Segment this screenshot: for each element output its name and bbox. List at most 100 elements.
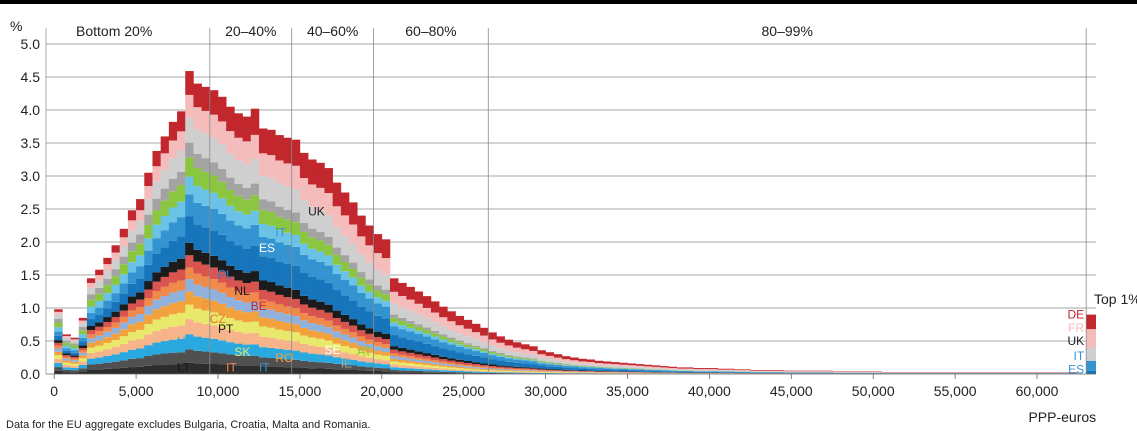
bar-hu xyxy=(308,354,316,362)
bar-ro xyxy=(103,337,111,343)
bar-uk xyxy=(677,369,685,370)
x-tick-label: 50,000 xyxy=(852,383,895,399)
bar-ro xyxy=(177,301,185,313)
bar-it xyxy=(718,372,726,373)
bar-nl xyxy=(193,250,201,262)
bar-nl xyxy=(513,367,521,368)
bar-pl xyxy=(144,306,152,315)
bar-cz xyxy=(488,371,496,372)
bar-uk xyxy=(185,118,193,143)
bar-pt xyxy=(210,352,218,364)
bar-pl xyxy=(234,300,242,310)
bar-ie xyxy=(267,202,275,213)
x-tick-label: 20,000 xyxy=(360,383,403,399)
bar-pt xyxy=(324,363,332,369)
bar-sk xyxy=(120,336,128,344)
bar-pl xyxy=(185,279,193,291)
bar-uk xyxy=(685,369,693,370)
bar-cz xyxy=(95,351,103,357)
bar-uk xyxy=(423,318,431,327)
bar-at xyxy=(177,185,185,202)
bar-cz xyxy=(292,341,300,350)
bar-nl xyxy=(374,332,382,337)
bar-cz xyxy=(161,329,169,341)
bar-pl xyxy=(152,300,160,310)
bar-sk xyxy=(406,363,414,366)
country-label-nl: NL xyxy=(234,284,250,298)
bar-cz xyxy=(54,359,62,363)
bar-fi xyxy=(374,342,382,346)
bar-uk xyxy=(103,271,111,279)
bar-de xyxy=(603,361,611,363)
bar-at xyxy=(308,237,316,248)
bar-fi xyxy=(431,360,439,362)
country-label-it: IT xyxy=(226,360,237,374)
bar-es xyxy=(554,367,562,370)
bar-sk xyxy=(398,362,406,365)
bar-lt xyxy=(202,364,210,374)
bar-hu xyxy=(79,365,87,368)
bar-ie xyxy=(382,290,390,295)
bar-it xyxy=(226,221,234,241)
bar-uk xyxy=(480,342,488,348)
bar-uk xyxy=(750,371,758,372)
bar-uk xyxy=(406,311,414,321)
bar-ie xyxy=(251,184,259,196)
bar-cz xyxy=(275,339,283,349)
bar-fr xyxy=(570,360,578,362)
bar-ro xyxy=(267,319,275,328)
bar-at xyxy=(415,327,423,331)
bar-pt xyxy=(472,373,480,374)
bar-pt xyxy=(423,371,431,372)
bar-at xyxy=(341,262,349,271)
bar-sk xyxy=(243,322,251,333)
bar-nl xyxy=(95,322,103,326)
country-label-it: IT xyxy=(275,226,286,240)
bar-pl xyxy=(54,349,62,352)
bar-fr xyxy=(259,153,267,176)
bar-fr xyxy=(341,215,349,235)
bar-cz xyxy=(529,372,537,373)
bar-uk xyxy=(709,370,717,371)
bar-at xyxy=(464,345,472,347)
bar-nl xyxy=(415,351,423,354)
bar-se xyxy=(136,255,144,266)
bar-sk xyxy=(112,340,120,347)
bar-es xyxy=(668,371,676,372)
bar-ro xyxy=(136,322,144,330)
bar-sk xyxy=(103,343,111,349)
bar-lt xyxy=(243,366,251,374)
bar-ro xyxy=(374,351,382,355)
bar-uk xyxy=(628,367,636,368)
top-1-percent-label: Top 1% xyxy=(1094,291,1137,307)
bar-se xyxy=(95,301,103,308)
bar-fr xyxy=(308,184,316,206)
bar-de xyxy=(415,292,423,304)
bar-be xyxy=(447,361,455,363)
bar-es xyxy=(529,364,537,368)
bar-es xyxy=(611,370,619,372)
bar-nl xyxy=(120,304,128,310)
bar-ro xyxy=(439,365,447,367)
bar-lt xyxy=(87,370,95,374)
bar-be xyxy=(349,326,357,333)
bar-it xyxy=(169,222,177,240)
bar-cz xyxy=(390,364,398,367)
bar-it xyxy=(619,369,627,370)
bar-at xyxy=(374,291,382,298)
top1-bar-fr xyxy=(1086,329,1096,347)
bar-fi xyxy=(161,287,169,296)
y-tick-label: 3.0 xyxy=(21,168,41,184)
bar-uk xyxy=(357,255,365,272)
bar-sk xyxy=(415,364,423,366)
bar-ro xyxy=(308,330,316,337)
bar-uk xyxy=(79,323,87,327)
bar-es xyxy=(439,348,447,356)
bar-uk xyxy=(349,244,357,263)
bar-cz xyxy=(243,333,251,344)
bar-de xyxy=(406,287,414,300)
bar-es xyxy=(103,308,111,317)
quantile-group-label: 60–80% xyxy=(405,23,456,39)
bar-at xyxy=(292,222,300,235)
bar-nl xyxy=(529,368,537,369)
